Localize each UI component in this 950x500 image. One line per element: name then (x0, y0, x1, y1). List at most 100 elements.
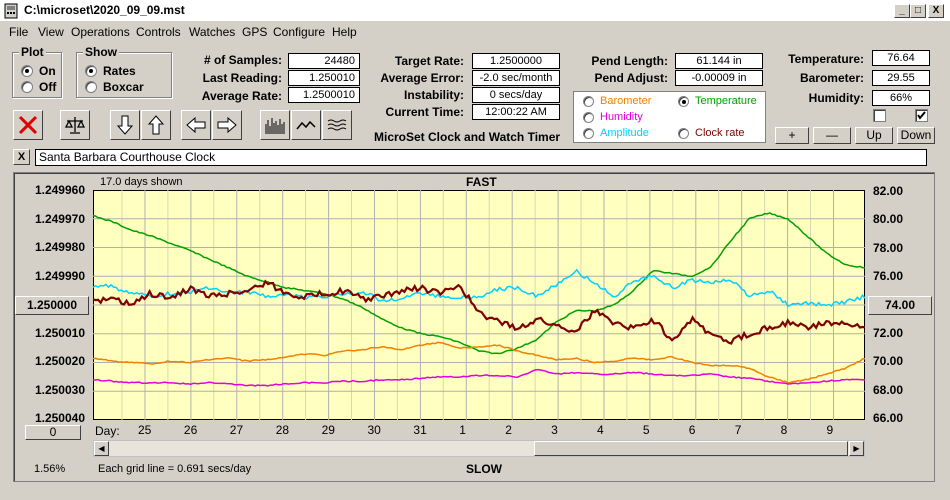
day-tick-label: 30 (367, 423, 381, 437)
amplitude-option-label: Amplitude (600, 127, 649, 139)
temperature-radio[interactable] (678, 96, 689, 107)
menu-file[interactable]: File (9, 25, 29, 39)
show-rates-radio[interactable] (85, 65, 97, 77)
arrow-left-button[interactable] (181, 110, 211, 140)
series-line-barometer (93, 341, 865, 384)
plot-off-label: Off (39, 80, 57, 94)
scroll-right-arrow[interactable]: ▶ (849, 441, 864, 456)
series-line-amplitude (93, 268, 865, 308)
pend-length-label: Pend Length: (591, 54, 668, 68)
scroll-up-button[interactable]: Up (855, 127, 893, 144)
temperature-value: 76.64 (872, 50, 930, 66)
maximize-button[interactable]: □ (910, 4, 926, 18)
minimize-button[interactable]: _ (894, 4, 910, 18)
show-rates-label: Rates (103, 64, 136, 78)
menu-watches[interactable]: Watches (189, 25, 236, 39)
humidity-value: 66% (872, 90, 930, 106)
day-tick-label: 6 (688, 423, 696, 437)
menu-gps[interactable]: GPS (242, 25, 268, 39)
y-right-center-button[interactable]: 74.00 (868, 296, 932, 315)
y-left-tick: 1.249970 (34, 212, 85, 226)
plot-on-radio[interactable] (21, 65, 33, 77)
wave-icon (327, 119, 347, 131)
barometer-option-label: Barometer (600, 95, 652, 107)
show-boxcar-radio[interactable] (85, 81, 97, 93)
humidity-option-label: Humidity (600, 111, 643, 123)
arrow-up-button[interactable] (141, 110, 171, 140)
chart-frame (13, 172, 935, 482)
pend-adjust-label: Pend Adjust: (594, 71, 668, 85)
humidity-label: Humidity: (808, 91, 864, 105)
y-right-tick: 70.00 (873, 354, 904, 368)
y-left-tick: 1.250010 (34, 326, 85, 340)
percent-label: 1.56% (34, 463, 66, 475)
fast-label: FAST (466, 175, 497, 189)
average-rate-value: 1.2500010 (288, 87, 360, 103)
noise-graph-button[interactable] (322, 110, 352, 140)
arrow-right-button[interactable] (212, 110, 242, 140)
sensor-selector (573, 91, 766, 143)
check-icon (917, 111, 926, 120)
scale-icon (64, 117, 86, 134)
day-tick-label: 4 (597, 423, 604, 437)
y-right-tick: 76.00 (873, 269, 904, 283)
day-tick-label: 26 (183, 423, 198, 437)
balance-button[interactable] (60, 110, 90, 140)
y-left-tick: 1.249960 (34, 183, 85, 197)
day-tick-label: 27 (229, 423, 244, 437)
checkbox-2[interactable] (915, 109, 928, 122)
checkbox-1[interactable] (873, 109, 886, 122)
barometer-value: 29.55 (872, 70, 930, 86)
clock-name-field[interactable]: Santa Barbara Courthouse Clock (35, 149, 927, 166)
average-error-label: Average Error: (380, 71, 464, 85)
series-line-clock-rate (93, 279, 865, 345)
y-left-tick: 1.250020 (34, 354, 85, 368)
arrow-down-icon (116, 115, 134, 135)
slow-label: SLOW (466, 462, 502, 476)
show-boxcar-label: Boxcar (103, 80, 144, 94)
day-tick-label: 3 (551, 423, 558, 437)
menu-configure[interactable]: Configure (273, 25, 326, 39)
day-tick-label: 9 (826, 423, 834, 437)
scale-minus-button[interactable]: — (813, 127, 851, 144)
plot-on-label: On (39, 64, 56, 78)
arrow-down-button[interactable] (110, 110, 140, 140)
menu-view[interactable]: View (38, 25, 64, 39)
arrow-up-icon (147, 115, 165, 135)
series-line-humidity (93, 368, 865, 387)
close-button[interactable]: X (928, 4, 944, 18)
y-left-center-button[interactable]: 1.250000 (15, 296, 89, 315)
scroll-down-button[interactable]: Down (897, 127, 935, 144)
menu-controls[interactable]: Controls (136, 25, 181, 39)
scale-plus-button[interactable]: + (775, 127, 809, 144)
average-rate-label: Average Rate: (201, 89, 282, 103)
last-reading-label: Last Reading: (202, 71, 282, 85)
show-group-title: Show (83, 45, 119, 59)
menu-operations[interactable]: Operations (71, 25, 130, 39)
stop-button[interactable] (13, 110, 43, 140)
bar-graph-icon (265, 118, 285, 134)
average-error-value: -2.0 sec/month (472, 70, 560, 86)
window-title: C:\microset\2020_09_09.mst (24, 3, 185, 17)
rate-chart (93, 190, 865, 420)
bar-graph-button[interactable] (260, 110, 290, 140)
humidity-radio[interactable] (583, 112, 594, 123)
clock-rate-radio[interactable] (678, 128, 689, 139)
current-time-label: Current Time: (385, 105, 464, 119)
day-tick-label: 31 (413, 423, 427, 437)
menu-help[interactable]: Help (332, 25, 357, 39)
amplitude-radio[interactable] (583, 128, 594, 139)
scroll-left-arrow[interactable]: ◀ (94, 441, 109, 456)
arrow-left-icon (186, 116, 206, 134)
plot-off-radio[interactable] (21, 81, 33, 93)
clear-clock-name-button[interactable]: X (13, 149, 30, 165)
days-shown-label: 17.0 days shown (100, 176, 183, 188)
line-graph-button[interactable] (291, 110, 321, 140)
barometer-radio[interactable] (583, 96, 594, 107)
scrollbar-thumb[interactable] (534, 441, 848, 456)
instability-label: Instability: (403, 88, 464, 102)
app-name: MicroSet Clock and Watch Timer (374, 130, 561, 144)
day-tick-label: 8 (780, 423, 788, 437)
y-right-tick: 72.00 (873, 326, 904, 340)
x-origin-button[interactable]: 0 (25, 425, 81, 440)
